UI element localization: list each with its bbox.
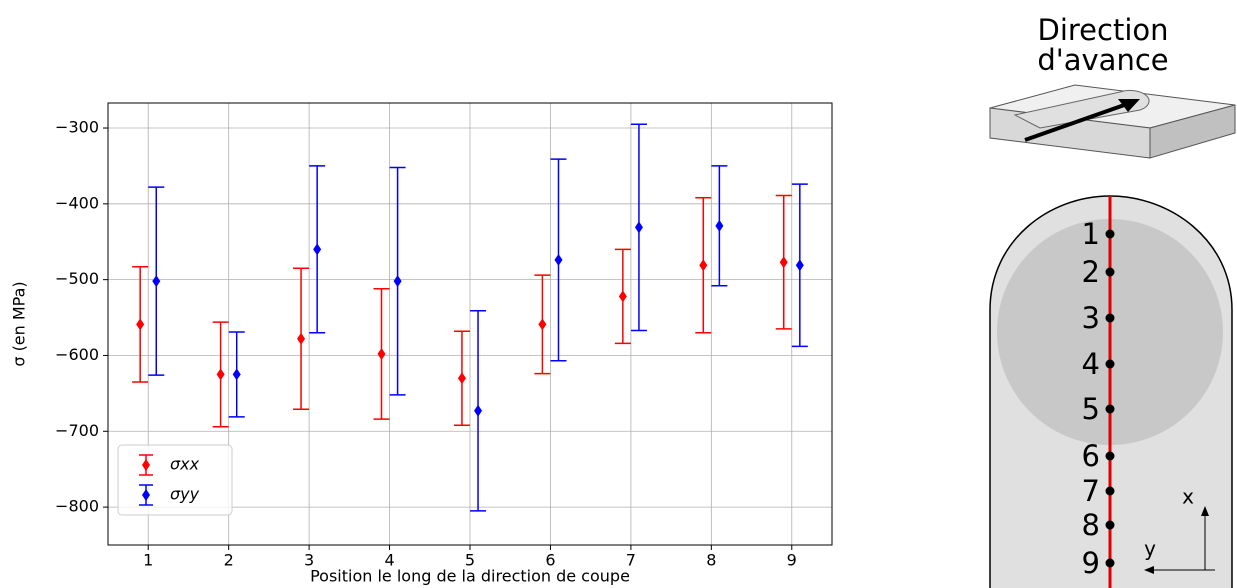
x-tick-label: 9 xyxy=(787,551,797,570)
marker xyxy=(216,368,225,381)
position-point xyxy=(1105,558,1115,568)
marker xyxy=(474,404,483,417)
position-label: 6 xyxy=(1082,439,1100,473)
legend-icon xyxy=(142,489,150,501)
x-tick-label: 3 xyxy=(304,551,314,570)
marker xyxy=(618,290,627,303)
position-label: 9 xyxy=(1082,546,1100,580)
legend-icon xyxy=(142,459,150,471)
position-point xyxy=(1105,313,1115,323)
position-label: 2 xyxy=(1082,255,1100,289)
x-tick-label: 7 xyxy=(626,551,636,570)
y-tick-label: −600 xyxy=(55,345,99,364)
y-tick-label: −800 xyxy=(55,497,99,516)
position-point xyxy=(1105,520,1115,530)
marker xyxy=(297,332,306,345)
y-tick-label: −700 xyxy=(55,421,99,440)
y-tick-label: −500 xyxy=(55,269,99,288)
position-point xyxy=(1105,229,1115,239)
marker xyxy=(457,372,466,385)
block-icon xyxy=(989,84,1236,159)
marker xyxy=(232,368,241,381)
diagram-title: Direction xyxy=(1037,13,1168,47)
x-tick-label: 1 xyxy=(143,551,153,570)
marker xyxy=(152,275,161,288)
position-point xyxy=(1105,404,1115,414)
x-axis-label: Position le long de la direction de coup… xyxy=(310,567,630,586)
part-diagram xyxy=(989,195,1233,588)
position-point xyxy=(1105,451,1115,461)
axis-letter: y xyxy=(1144,537,1156,561)
marker xyxy=(136,318,145,331)
marker xyxy=(779,256,788,269)
x-tick-label: 6 xyxy=(545,551,555,570)
x-tick-label: 4 xyxy=(384,551,394,570)
axis-letter: x xyxy=(1182,485,1194,509)
marker xyxy=(699,259,708,272)
position-label: 3 xyxy=(1082,301,1100,335)
position-point xyxy=(1105,486,1115,496)
legend-label: σyy xyxy=(170,485,200,504)
marker xyxy=(538,318,547,331)
x-tick-label: 2 xyxy=(224,551,234,570)
legend-label: σxx xyxy=(170,455,200,474)
marker xyxy=(313,243,322,256)
marker xyxy=(554,253,563,266)
plot-frame xyxy=(107,102,833,546)
marker xyxy=(377,347,386,360)
marker xyxy=(634,221,643,234)
position-point xyxy=(1105,359,1115,369)
marker xyxy=(715,219,724,232)
position-point xyxy=(1105,267,1115,277)
position-label: 7 xyxy=(1082,474,1100,508)
x-tick-label: 5 xyxy=(465,551,475,570)
position-label: 8 xyxy=(1082,508,1100,542)
marker xyxy=(393,275,402,288)
y-axis-label: σ (en MPa) xyxy=(10,281,29,366)
position-label: 4 xyxy=(1082,347,1100,381)
y-tick-label: −400 xyxy=(55,193,99,212)
y-tick-label: −300 xyxy=(55,118,99,137)
position-label: 1 xyxy=(1082,217,1100,251)
marker xyxy=(795,259,804,272)
x-tick-label: 8 xyxy=(706,551,716,570)
position-label: 5 xyxy=(1082,392,1100,426)
diagram-title: d'avance xyxy=(1037,43,1168,77)
